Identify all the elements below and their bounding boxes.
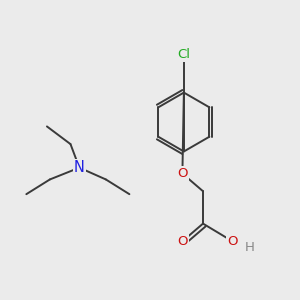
Text: Cl: Cl	[177, 48, 190, 61]
Text: O: O	[177, 235, 188, 248]
Text: N: N	[74, 160, 85, 175]
Text: H: H	[245, 241, 255, 254]
Text: O: O	[177, 167, 188, 180]
Text: O: O	[227, 235, 238, 248]
